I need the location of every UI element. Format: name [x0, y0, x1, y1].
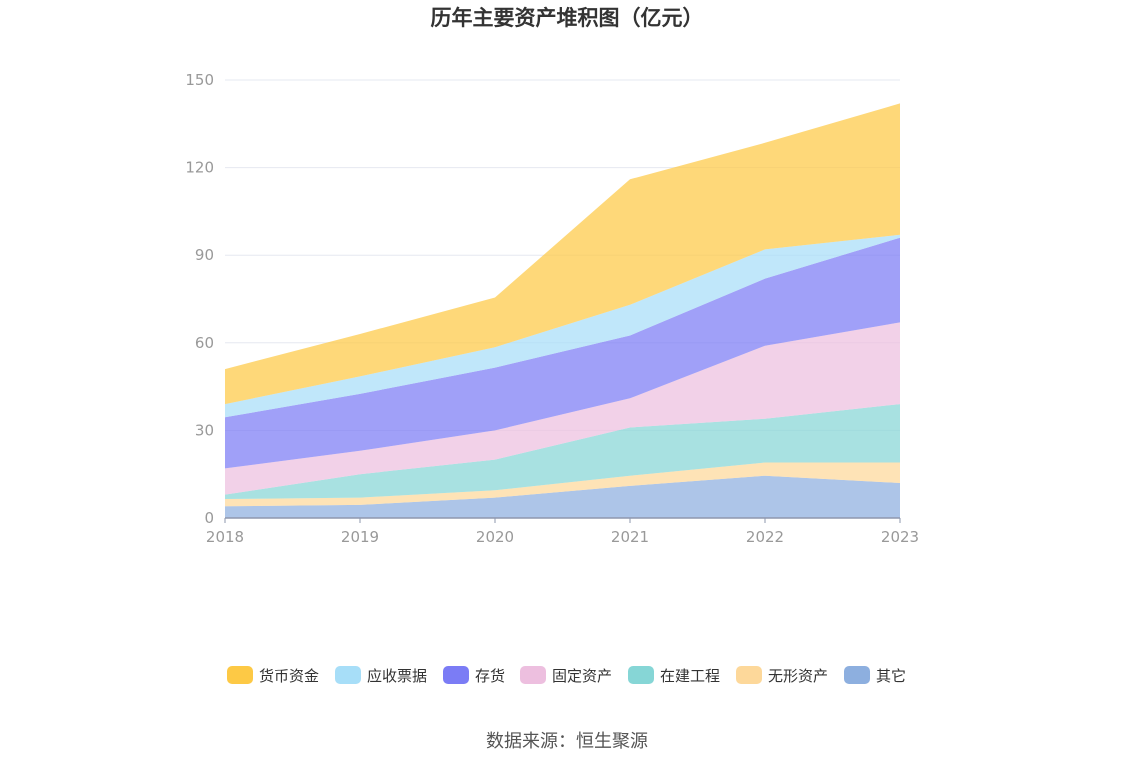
legend-label-应收票据: 应收票据 [367, 667, 427, 685]
area-layers [225, 103, 900, 518]
legend-swatch-应收票据 [335, 666, 361, 684]
area-固定资产 [225, 322, 900, 495]
y-tick-label: 90 [195, 246, 214, 264]
x-tick-label: 2022 [746, 528, 784, 546]
x-tick-label: 2023 [881, 528, 919, 546]
chart-title: 历年主要资产堆积图（亿元） [431, 6, 704, 30]
legend-swatch-其它 [844, 666, 870, 684]
legend-label-固定资产: 固定资产 [552, 667, 612, 685]
x-tick-label: 2020 [476, 528, 514, 546]
legend-swatch-在建工程 [628, 666, 654, 684]
x-tick-label: 2021 [611, 528, 649, 546]
area-货币资金 [225, 103, 900, 405]
legend-swatch-无形资产 [736, 666, 762, 684]
y-tick-label: 60 [195, 334, 214, 352]
y-tick-label: 120 [185, 159, 214, 177]
x-tick-label: 2019 [341, 528, 379, 546]
legend-swatch-固定资产 [520, 666, 546, 684]
y-tick-label: 0 [204, 509, 214, 527]
area-无形资产 [225, 462, 900, 507]
legend-label-其它: 其它 [876, 667, 906, 685]
area-在建工程 [225, 404, 900, 499]
legend-label-货币资金: 货币资金 [259, 667, 319, 685]
data-source-note: 数据来源：恒生聚源 [486, 731, 648, 752]
area-其它 [225, 475, 900, 518]
legend-label-无形资产: 无形资产 [768, 667, 828, 685]
legend-swatch-存货 [443, 666, 469, 684]
y-tick-label: 150 [185, 71, 214, 89]
legend-label-在建工程: 在建工程 [660, 667, 720, 685]
area-存货 [225, 237, 900, 469]
legend-swatch-货币资金 [227, 666, 253, 684]
axes: 0 30 60 90 120 150 2018 2019 2020 2021 2022 2023 [185, 71, 919, 546]
area-应收票据 [225, 234, 900, 418]
y-tick-label: 30 [195, 421, 214, 439]
x-tick-label: 2018 [206, 528, 244, 546]
legend: 货币资金 应收票据 存货 固定资产 在建工程 无形资产 其它 [227, 666, 906, 685]
legend-label-存货: 存货 [475, 667, 505, 685]
